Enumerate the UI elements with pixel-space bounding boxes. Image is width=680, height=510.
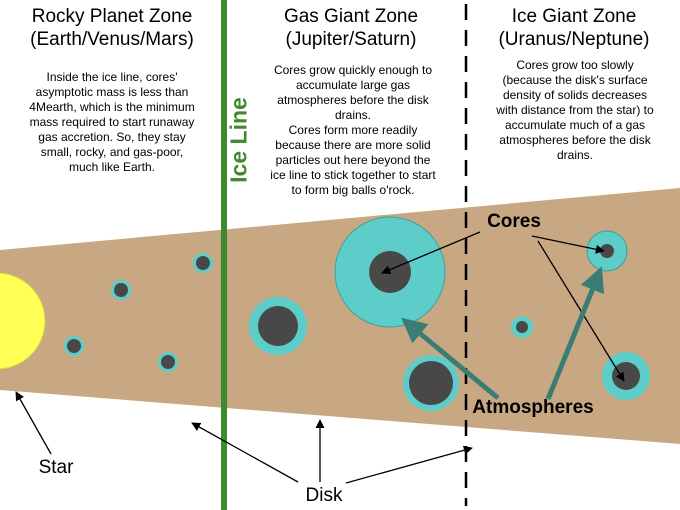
gas-giant-core-medium	[258, 306, 298, 346]
cores-arrow	[531, 235, 605, 254]
ice-giant-zone-description: Cores grow too slowly (because the disk'…	[496, 58, 654, 162]
atmospheres-arrow	[545, 266, 605, 400]
disk-label: Disk	[305, 485, 343, 506]
atmospheres-label: Atmospheres	[472, 397, 594, 418]
disk-arrow	[191, 422, 299, 483]
ice-giant-zone-title: Ice Giant Zone (Uranus/Neptune)	[498, 6, 650, 50]
atmospheres-arrow	[401, 317, 500, 400]
ice-line-bar	[221, 0, 227, 510]
star-arrow	[15, 391, 52, 455]
gas-giant-core-large	[369, 251, 411, 293]
star	[0, 272, 46, 370]
cores-arrow	[537, 240, 625, 382]
star-label: Star	[38, 457, 74, 478]
cores-label: Cores	[487, 211, 541, 232]
gas-giant-zone-description: Cores grow quickly enough to accumulate …	[270, 63, 436, 197]
cores-arrow	[381, 231, 481, 275]
gas-giant-zone-title: Gas Giant Zone (Jupiter/Saturn)	[283, 6, 419, 50]
disk-arrow	[345, 445, 473, 484]
rocky-zone-description: Inside the ice line, cores' asymptotic m…	[29, 70, 195, 174]
disk-band	[0, 188, 680, 444]
ice-line-label: Ice Line	[225, 97, 252, 183]
gas-giant-core-lower	[409, 361, 453, 405]
rocky-zone-title: Rocky Planet Zone (Earth/Venus/Mars)	[30, 6, 194, 50]
ice-giant-core-lower	[612, 362, 640, 390]
